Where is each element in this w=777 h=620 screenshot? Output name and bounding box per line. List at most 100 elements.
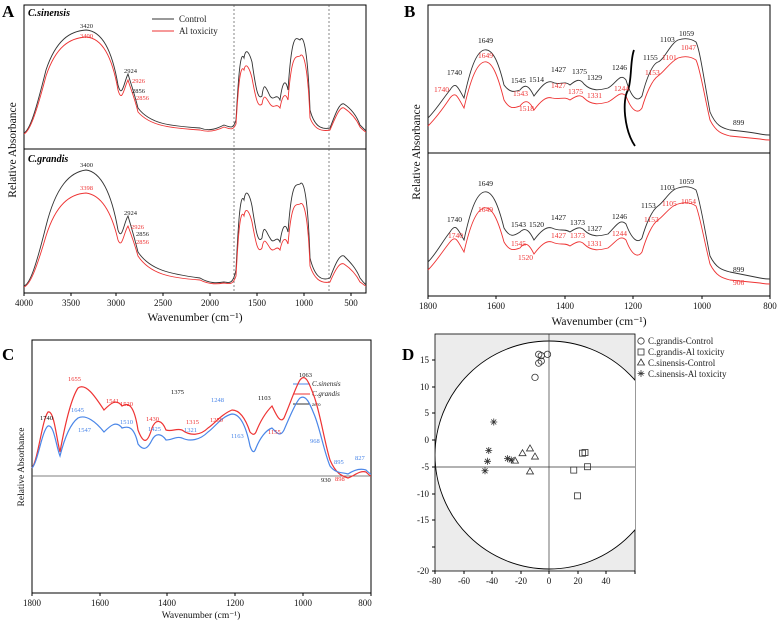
- b-top-control-peak: 1246: [612, 63, 627, 72]
- c-x-ticks: 1800 1600 1400 1200 1000 800: [23, 593, 372, 608]
- b-bottom-al-peak: 1331: [587, 239, 602, 248]
- c-black-peak: 1103: [258, 395, 271, 402]
- d-point-circle: [531, 373, 539, 381]
- d-y-tick-label: -10: [417, 489, 429, 499]
- legend-c-grandis: C.grandis: [312, 390, 340, 398]
- a-top-peak-al-1: 3400: [80, 33, 93, 40]
- b-x-ticks: 1800 1600 1400 1200 1000 800: [419, 296, 777, 311]
- b-top-control-peak: 899: [733, 118, 745, 127]
- d-x-tick-label: -20: [515, 576, 527, 586]
- b-bottom-control-curve: [427, 186, 771, 280]
- a-tick-label: 4000: [15, 298, 34, 308]
- b-tick-label: 1800: [419, 301, 438, 311]
- a-bottom-peak-al-2: 2926: [131, 224, 145, 231]
- b-top-control-peak: 1427: [551, 65, 566, 74]
- legend-d-item: C.sinensis-Al toxicity: [648, 369, 727, 379]
- b-bottom-control-peak: 1327: [587, 224, 602, 233]
- b-top-al-peak: 1543: [513, 89, 528, 98]
- c-red-peak: 1250: [210, 417, 223, 424]
- b-bottom-control-peak: 1103: [660, 183, 675, 192]
- b-top-control-peak: 1375: [572, 67, 587, 76]
- c-blue-peak: 1248: [211, 397, 224, 404]
- d-point-square: [581, 449, 589, 456]
- a-bottom-peak-al-3: 2856: [136, 239, 150, 246]
- d-x-tick-label: -80: [429, 576, 441, 586]
- a-tick-label: 1500: [248, 298, 267, 308]
- d-y-tick-label: -20: [417, 566, 429, 576]
- d-point-circle: [535, 359, 543, 367]
- d-x-tick-label: -40: [486, 576, 498, 586]
- b-tick-label: 800: [763, 301, 777, 311]
- d-point-star: [484, 457, 491, 465]
- a-top-peak-al-3: 2856: [136, 95, 150, 102]
- d-point-square: [584, 463, 591, 471]
- d-point-star: [504, 455, 511, 463]
- a-top-peak-control-2: 2924: [124, 68, 138, 75]
- b-bottom-control-peak: 899: [733, 265, 745, 274]
- legend-d-item: C.grandis-Control: [648, 336, 714, 346]
- panel-c: C C.sinensis C.grandis zero 1740 1375 11…: [2, 339, 372, 620]
- b-bottom-control-peak: 1543: [511, 220, 526, 229]
- c-blue-peak: 1510: [120, 419, 133, 426]
- b-top-al-peak: 1375: [568, 87, 583, 96]
- c-x-axis-label: Wavenumber (cm⁻¹): [162, 610, 241, 620]
- d-points: [481, 350, 591, 500]
- d-x-tick-label: 0: [547, 576, 552, 586]
- c-blue-peak: 827: [355, 455, 366, 462]
- a-bottom-peak-control-3: 2856: [136, 231, 150, 238]
- panel-b-bottom-frame: [427, 152, 771, 297]
- d-point-square: [574, 492, 581, 500]
- b-top-al-peak: 1740: [434, 85, 449, 94]
- legend-control: Control: [179, 14, 207, 24]
- d-x-tick-label: 40: [602, 576, 612, 586]
- b-bottom-al-peak: 1105: [662, 199, 677, 208]
- b-bottom-control-peak: 1427: [551, 213, 566, 222]
- b-tick-label: 1400: [556, 301, 575, 311]
- b-bottom-al-peak: 1649: [478, 205, 493, 214]
- panel-label-c: C: [2, 345, 14, 364]
- sinensis-control-curve: [23, 29, 367, 134]
- c-tick-label: 1600: [91, 598, 110, 608]
- legend-triangle-icon: [636, 358, 646, 366]
- panel-a-bottom-frame: [23, 148, 367, 294]
- c-blue-peak: 895: [334, 459, 344, 466]
- b-top-control-peak: 1059: [679, 29, 694, 38]
- b-top-al-peak: 1153: [645, 68, 660, 77]
- d-point-star: [490, 418, 498, 426]
- d-y-tick-label: -5: [422, 462, 430, 472]
- b-top-control-peak: 1514: [529, 75, 544, 84]
- d-point-triangle: [525, 444, 535, 452]
- b-bottom-al-peak: 1054: [681, 197, 696, 206]
- c-red-peak: 1155: [268, 429, 281, 436]
- c-blue-peak: 968: [310, 438, 320, 445]
- c-tick-label: 800: [358, 598, 372, 608]
- b-top-al-peak: 1518: [519, 104, 534, 113]
- b-tick-label: 1600: [487, 301, 506, 311]
- a-tick-label: 2500: [154, 298, 173, 308]
- b-bottom-al-peak: 1373: [570, 231, 585, 240]
- a-top-peak-control-1: 3420: [80, 23, 93, 30]
- d-point-circle: [537, 357, 545, 365]
- b-bottom-al-curve: [427, 202, 771, 285]
- b-top-al-peak: 1101: [662, 53, 677, 62]
- c-tick-label: 1200: [226, 598, 245, 608]
- c-red-peak: 1655: [68, 376, 81, 383]
- b-bottom-control-peak: 1649: [478, 179, 493, 188]
- d-y-tick-label: 5: [425, 408, 430, 418]
- a-tick-label: 3000: [107, 298, 126, 308]
- legend-al: Al toxicity: [179, 26, 218, 36]
- panel-a: A C.sinensis C.grandis Control Al toxici…: [2, 2, 367, 324]
- panel-label-d: D: [402, 345, 414, 364]
- b-top-control-peak: 1740: [447, 68, 462, 77]
- d-point-triangle: [518, 448, 527, 457]
- d-y-ticks: 15 10 5 0 -5 -10 -15 -20: [417, 355, 435, 576]
- legend-star-icon: [637, 370, 645, 377]
- c-blue-peak: 1163: [231, 433, 244, 440]
- panel-label-b: B: [404, 2, 415, 21]
- b-bottom-control-peak: 1520: [529, 220, 544, 229]
- d-x-tick-label: 20: [574, 576, 584, 586]
- c-sinensis-curve: [31, 396, 372, 475]
- a-top-peak-control-3: 2856: [132, 88, 146, 95]
- b-tick-label: 1200: [624, 301, 643, 311]
